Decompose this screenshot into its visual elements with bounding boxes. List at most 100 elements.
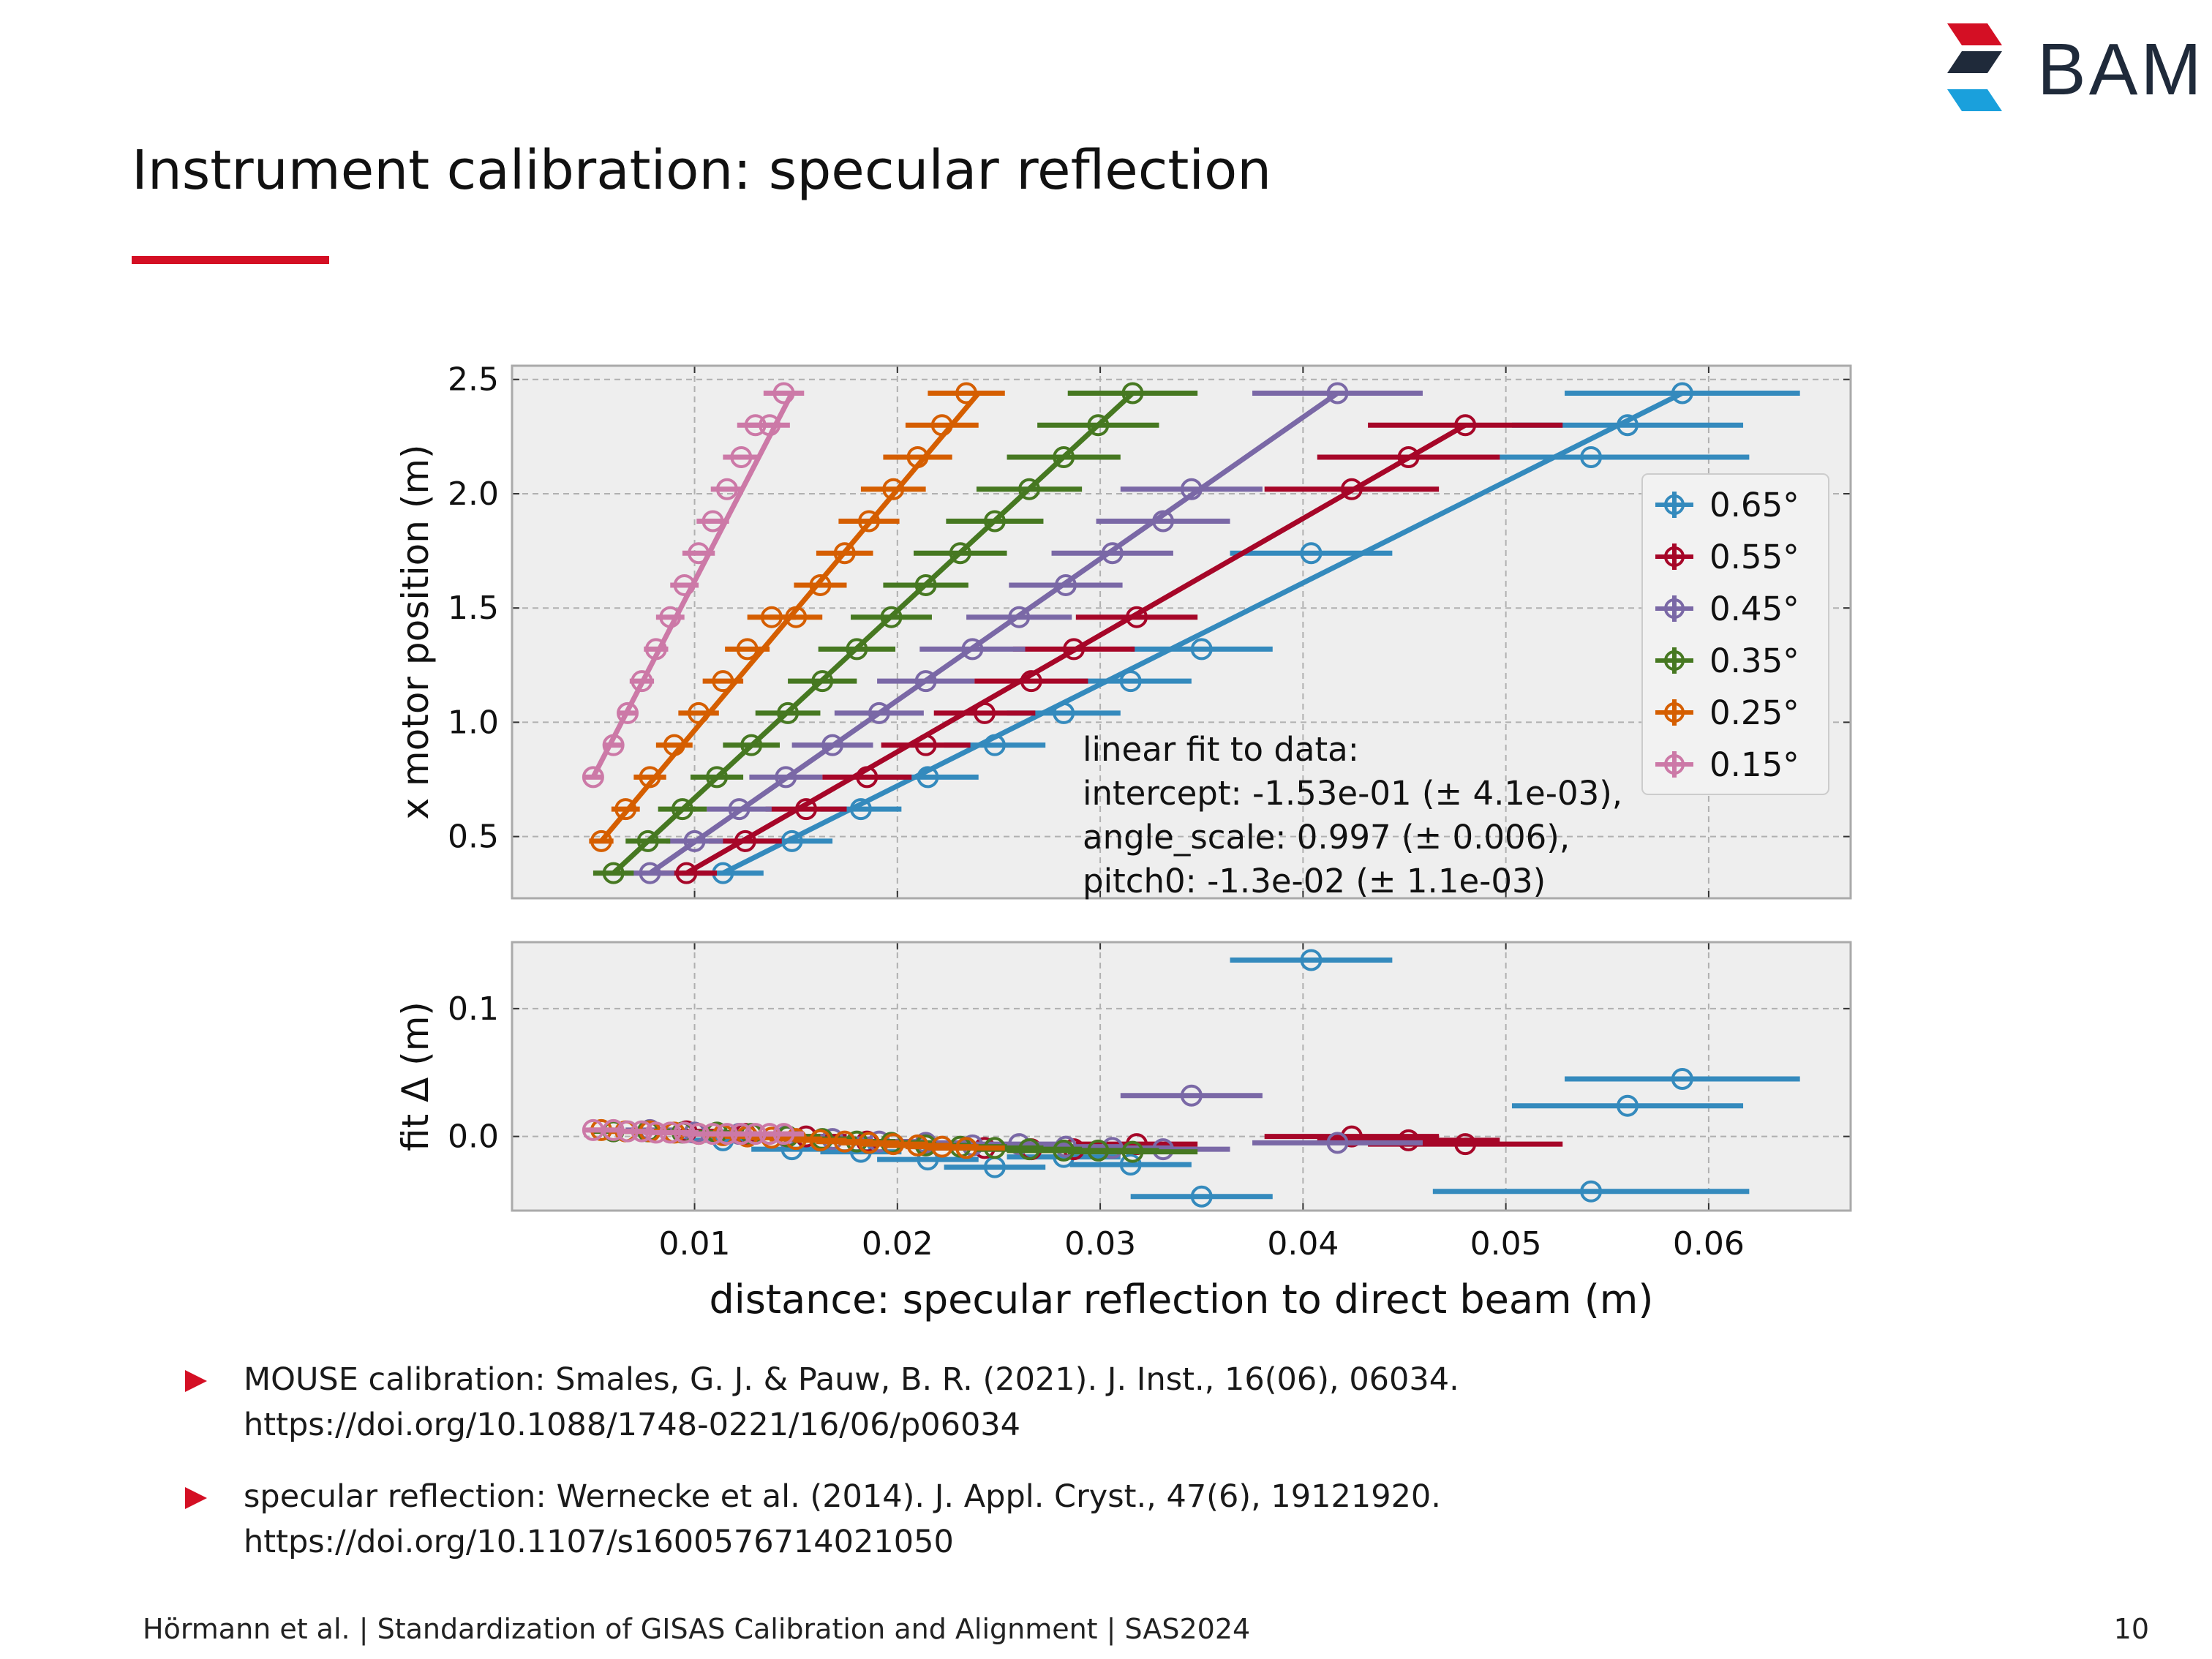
- legend-item: 0.65°: [1655, 486, 1799, 524]
- legend-item: 0.25°: [1655, 693, 1799, 732]
- fit-annotation: linear fit to data: intercept: -1.53e-01 …: [1083, 730, 1622, 900]
- data-point: [1397, 445, 1420, 468]
- annotation-line: angle_scale: 0.997 (± 0.006),: [1083, 818, 1570, 857]
- data-point: [1617, 414, 1639, 437]
- data-point: [914, 734, 937, 756]
- data-point: [1671, 382, 1693, 405]
- data-point: [688, 542, 710, 565]
- data-point: [1454, 1133, 1477, 1156]
- data-point: [974, 701, 996, 724]
- data-point: [914, 670, 937, 693]
- legend-item: 0.15°: [1655, 745, 1799, 784]
- reference-list: MOUSE calibration: Smales, G. J. & Pauw,…: [179, 1357, 1935, 1591]
- series-0.15°: [582, 1118, 805, 1146]
- reference-doi-link[interactable]: https://doi.org/10.1107/s160057671402105…: [244, 1524, 954, 1560]
- data-point: [663, 734, 685, 756]
- x-tick-label: 0.06: [1673, 1225, 1745, 1263]
- data-point: [1326, 382, 1349, 405]
- data-point: [846, 638, 868, 661]
- data-point: [644, 638, 667, 661]
- data-point: [930, 414, 953, 437]
- fit-line: [721, 391, 1684, 876]
- logo-dark-stripe: [1947, 51, 2002, 73]
- data-point: [775, 766, 797, 789]
- annotation-line: pitch0: -1.3e-02 (± 1.1e-03): [1083, 862, 1546, 900]
- data-point: [631, 670, 653, 693]
- data-point: [730, 445, 753, 468]
- data-point: [906, 445, 929, 468]
- x-tick-label: 0.05: [1470, 1225, 1542, 1263]
- data-point: [1190, 1185, 1213, 1208]
- data-point: [772, 1123, 795, 1146]
- data-point: [1121, 1140, 1144, 1163]
- data-point: [833, 542, 856, 565]
- data-point: [1190, 638, 1213, 661]
- data-point: [590, 830, 612, 852]
- data-point: [1454, 414, 1477, 437]
- data-point: [712, 670, 734, 693]
- data-point: [688, 701, 710, 724]
- data-point: [961, 638, 984, 661]
- data-point: [614, 798, 637, 821]
- data-point: [1180, 478, 1203, 500]
- data-point: [659, 606, 682, 628]
- data-point: [1671, 1067, 1693, 1090]
- series-0.25°: [589, 382, 1005, 852]
- residual-plot-data: [582, 949, 1800, 1208]
- data-point: [1018, 478, 1041, 500]
- reference-citation: specular reflection: Wernecke et al. (20…: [244, 1478, 1441, 1515]
- y-axis-label: fit Δ (m): [394, 1001, 437, 1151]
- data-point: [849, 798, 872, 821]
- data-point: [639, 862, 661, 884]
- bullet-triangle-icon: [185, 1487, 207, 1509]
- data-point: [777, 701, 800, 724]
- data-point: [882, 478, 905, 500]
- data-point: [675, 862, 698, 884]
- data-point: [671, 798, 693, 821]
- reference-item: specular reflection: Wernecke et al. (20…: [179, 1474, 1935, 1565]
- data-point: [1020, 670, 1042, 693]
- data-point: [1063, 638, 1086, 661]
- series-0.35°: [592, 382, 1198, 884]
- legend-label: 0.15°: [1709, 745, 1799, 784]
- x-tick-label: 0.01: [659, 1225, 731, 1263]
- data-point: [955, 382, 978, 405]
- x-tick-label: 0.03: [1064, 1225, 1136, 1263]
- data-point: [880, 606, 903, 628]
- reference-doi-link[interactable]: https://doi.org/10.1088/1748-0221/16/06/…: [244, 1407, 1021, 1443]
- legend-label: 0.55°: [1709, 538, 1799, 576]
- data-point: [1300, 949, 1323, 971]
- data-point: [728, 798, 750, 821]
- data-point: [1580, 445, 1603, 468]
- main-plot-frame: [511, 364, 1852, 900]
- data-point: [1152, 510, 1175, 533]
- data-point: [639, 766, 661, 789]
- legend-marker-circle: [1664, 546, 1685, 567]
- data-point: [772, 382, 795, 405]
- data-point: [1326, 1132, 1349, 1154]
- data-point: [983, 510, 1006, 533]
- logo-text: BAM: [2037, 29, 2205, 110]
- calibration-figure: 0.5 1.0 1.5 2.0 2.5 x motor position (m) linea…: [394, 361, 1852, 1323]
- title-accent-rule: [132, 256, 329, 264]
- data-point: [1101, 542, 1124, 565]
- data-point: [734, 830, 756, 852]
- legend-marker-circle: [1664, 598, 1685, 619]
- data-point: [683, 830, 706, 852]
- reference-citation: MOUSE calibration: Smales, G. J. & Pauw,…: [244, 1361, 1459, 1398]
- data-point: [759, 414, 781, 437]
- data-point: [736, 638, 759, 661]
- legend-item: 0.45°: [1655, 590, 1799, 628]
- data-point: [617, 701, 639, 724]
- data-point: [949, 542, 971, 565]
- data-point: [1617, 1094, 1639, 1117]
- y-axis-label: x motor position (m): [394, 444, 437, 819]
- logo-blue-stripe: [1947, 89, 2002, 111]
- data-point: [602, 734, 625, 756]
- legend-item: 0.55°: [1655, 538, 1799, 576]
- data-point: [809, 573, 832, 596]
- data-point: [780, 830, 803, 852]
- data-point: [701, 510, 724, 533]
- y-tick-label: 2.5: [448, 361, 499, 399]
- data-point: [983, 734, 1006, 756]
